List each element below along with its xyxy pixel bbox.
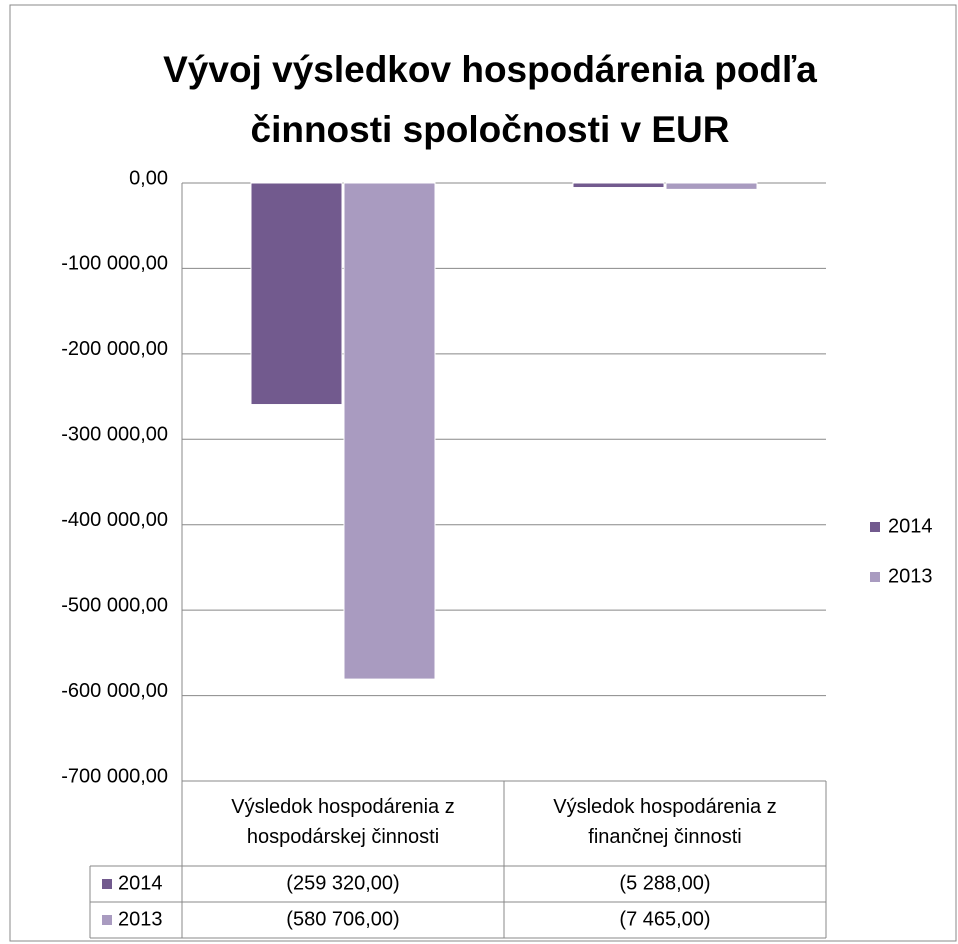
table-value: (580 706,00) — [286, 908, 399, 930]
x-category-label: Výsledok hospodárenia z hospodárskej čin… — [231, 796, 455, 848]
y-tick-label: -300 000,00 — [61, 424, 168, 446]
table-value: (259 320,00) — [286, 872, 399, 894]
y-tick-label: -200 000,00 — [61, 338, 168, 360]
bar — [250, 182, 343, 406]
y-tick-label: -700 000,00 — [61, 765, 168, 787]
legend-label: 2014 — [888, 515, 933, 537]
table-legend-swatch — [102, 879, 112, 889]
y-tick-label: -400 000,00 — [61, 509, 168, 531]
table-row-label: 2013 — [118, 908, 163, 930]
y-tick-label: 0,00 — [129, 167, 168, 189]
bar — [572, 182, 665, 189]
chart-frame — [9, 4, 957, 942]
bar — [343, 182, 436, 680]
table-value: (5 288,00) — [619, 872, 710, 894]
legend-label: 2013 — [888, 565, 933, 587]
table-row-label: 2014 — [118, 872, 163, 894]
y-tick-label: -100 000,00 — [61, 253, 168, 275]
legend-swatch — [870, 572, 880, 582]
y-tick-label: -600 000,00 — [61, 680, 168, 702]
chart-title: Vývoj výsledkov hospodárenia podľa činno… — [163, 49, 817, 150]
legend-swatch — [870, 522, 880, 532]
x-category-label: Výsledok hospodárenia z finančnej činnos… — [553, 796, 777, 848]
bar — [665, 182, 758, 190]
y-tick-label: -500 000,00 — [61, 594, 168, 616]
table-value: (7 465,00) — [619, 908, 710, 930]
table-legend-swatch — [102, 915, 112, 925]
